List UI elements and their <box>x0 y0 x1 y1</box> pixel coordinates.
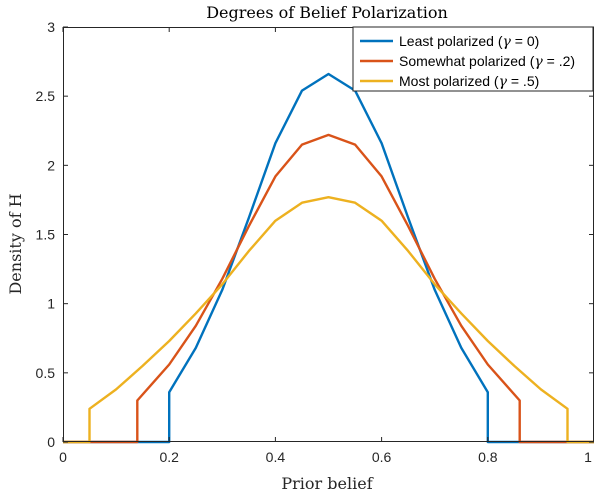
x-tick-label: 0.6 <box>372 449 392 465</box>
chart-title: Degrees of Belief Polarization <box>206 3 448 22</box>
x-tick-label: 0.2 <box>159 449 179 465</box>
x-tick-label: 0.4 <box>266 449 286 465</box>
series-line-1 <box>63 72 594 444</box>
y-tick-label: 2 <box>47 157 55 173</box>
series-line-2 <box>63 133 594 444</box>
legend-entry-1: Least polarized (γ = 0) <box>399 33 539 50</box>
series-line-3 <box>63 195 594 444</box>
series-layer <box>63 72 594 444</box>
legend-entry-3: Most polarized (γ = .5) <box>399 73 539 90</box>
y-tick-label: 1.5 <box>36 227 56 243</box>
legend: Least polarized (γ = 0) Somewhat polarize… <box>352 26 594 92</box>
plot-background <box>63 27 594 442</box>
x-tick-label: 0 <box>59 449 67 465</box>
y-axis: 0 0.5 1 1.5 2 2.5 3 <box>36 19 594 450</box>
y-tick-label: 1 <box>47 296 55 312</box>
x-tick-label: 1 <box>584 449 592 465</box>
y-tick-label: 2.5 <box>36 88 56 104</box>
plot-area <box>63 27 594 442</box>
x-tick-label: 0.8 <box>478 449 498 465</box>
y-tick-label: 0 <box>47 434 55 450</box>
x-axis: 0 0.2 0.4 0.6 0.8 1 <box>59 27 594 465</box>
x-axis-label: Prior belief <box>281 474 373 493</box>
legend-entry-2: Somewhat polarized (γ = .2) <box>399 53 575 70</box>
y-tick-label: 0.5 <box>36 365 56 381</box>
y-tick-label: 3 <box>47 19 55 35</box>
y-axis-label: Density of H <box>6 193 25 294</box>
